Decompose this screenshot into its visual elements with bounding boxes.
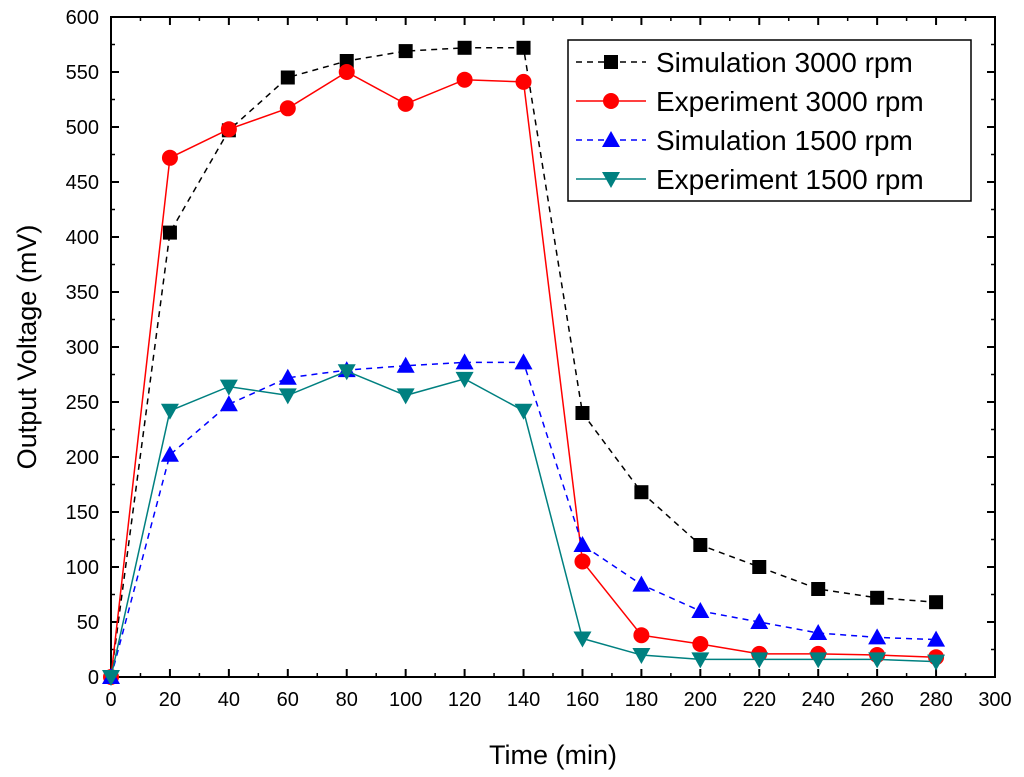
data-point [634, 485, 649, 500]
legend-label: Simulation 1500 rpm [656, 125, 913, 156]
x-tick-label: 160 [566, 689, 599, 711]
legend-marker [602, 131, 620, 147]
data-point [632, 575, 651, 592]
data-point [870, 590, 885, 605]
x-tick-label: 40 [218, 689, 240, 711]
x-tick-label: 280 [919, 689, 952, 711]
data-point [927, 654, 946, 671]
data-point [220, 121, 237, 138]
data-point [573, 631, 592, 648]
data-point [161, 149, 178, 166]
data-point [574, 553, 591, 570]
series-3 [102, 353, 946, 684]
x-tick-label: 120 [448, 689, 481, 711]
y-axis-title: Output Voltage (mV) [12, 225, 42, 470]
y-tick-label: 350 [66, 282, 99, 304]
data-point [514, 353, 533, 370]
x-tick-label: 260 [860, 689, 893, 711]
x-tick-label: 200 [684, 689, 717, 711]
data-point [691, 652, 710, 669]
data-point [809, 652, 828, 669]
data-point [809, 624, 828, 640]
data-point [750, 613, 769, 629]
data-point [339, 54, 354, 68]
data-point [455, 353, 474, 370]
data-point [868, 652, 887, 669]
y-tick-label: 100 [66, 557, 99, 579]
data-point [516, 40, 531, 55]
data-point [337, 364, 356, 381]
data-point [398, 44, 413, 59]
legend-marker [603, 93, 619, 109]
data-point [219, 395, 238, 412]
data-point [162, 225, 177, 240]
data-point [396, 388, 415, 405]
data-point [693, 538, 708, 552]
x-tick-label: 80 [336, 689, 358, 711]
data-point [750, 652, 769, 669]
x-axis-title: Time (min) [489, 740, 617, 770]
data-point [160, 445, 179, 462]
data-point [457, 40, 472, 55]
legend-marker [602, 172, 620, 188]
x-tick-label: 60 [277, 689, 299, 711]
data-point [456, 71, 473, 88]
y-tick-label: 200 [66, 447, 99, 469]
data-point [278, 368, 297, 385]
y-tick-label: 300 [66, 337, 99, 359]
legend-label: Simulation 3000 rpm [656, 47, 913, 78]
series-4 [102, 364, 946, 686]
data-point [752, 560, 767, 574]
y-tick-label: 450 [66, 172, 99, 194]
y-tick-label: 0 [88, 667, 99, 689]
data-point [455, 371, 474, 388]
y-tick-label: 600 [66, 7, 99, 29]
data-point [633, 627, 650, 644]
data-point [927, 630, 946, 647]
y-tick-label: 50 [77, 612, 99, 634]
y-tick-label: 500 [66, 117, 99, 139]
series-layer [102, 40, 946, 686]
y-tick-label: 550 [66, 62, 99, 84]
x-tick-label: 220 [743, 689, 776, 711]
x-tick-label: 100 [389, 689, 422, 711]
y-tick-label: 250 [66, 392, 99, 414]
legend-label: Experiment 3000 rpm [656, 86, 924, 117]
data-point [219, 379, 238, 396]
data-point [575, 406, 590, 420]
data-point [279, 100, 296, 117]
data-point [929, 595, 944, 610]
x-tick-label: 20 [159, 689, 181, 711]
legend-box [567, 39, 972, 202]
y-tick-label: 150 [66, 502, 99, 524]
legend-marker [604, 55, 618, 69]
legend-label: Experiment 1500 rpm [656, 164, 924, 195]
data-point [160, 403, 179, 420]
data-point [278, 388, 297, 405]
data-point [280, 70, 295, 85]
x-tick-label: 240 [802, 689, 835, 711]
x-tick-label: 300 [978, 689, 1011, 711]
data-point [573, 536, 592, 552]
x-tick-label: 0 [105, 689, 116, 711]
data-point [811, 582, 826, 596]
x-tick-label: 180 [625, 689, 658, 711]
y-tick-label: 400 [66, 227, 99, 249]
data-point [632, 648, 651, 664]
data-point [868, 628, 887, 645]
data-point [515, 73, 532, 90]
data-point [692, 636, 709, 652]
data-point [396, 356, 415, 373]
x-tick-label: 140 [507, 689, 540, 711]
legend: Simulation 3000 rpm Experiment 3000 rpm Si… [567, 39, 972, 202]
ticks: 0 20 40 60 80 100 120 140 160 180 200 220 240 260 280 3… [66, 7, 1012, 711]
data-point [514, 403, 533, 420]
data-point [338, 64, 355, 80]
data-point [397, 95, 414, 112]
data-point [102, 670, 120, 686]
data-point [691, 602, 710, 618]
